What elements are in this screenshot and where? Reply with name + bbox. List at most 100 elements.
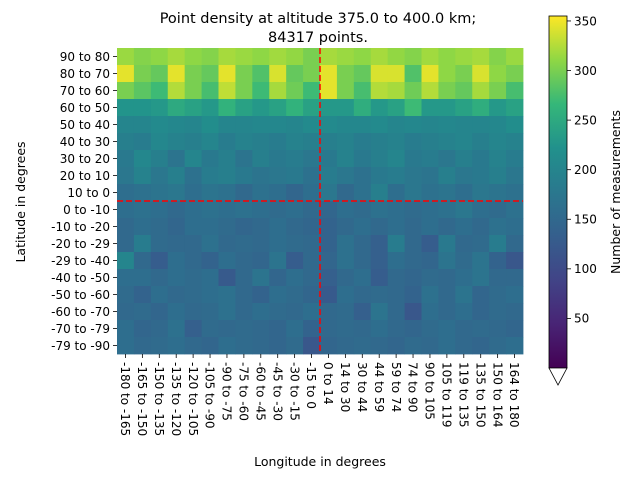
heatmap-cell <box>370 133 389 151</box>
heatmap-cell <box>489 235 507 253</box>
heatmap-cell <box>472 235 490 253</box>
heatmap-cell <box>421 99 439 117</box>
heatmap-cell <box>353 218 372 236</box>
heatmap-cell <box>218 48 236 66</box>
y-tick-label: 20 to 10 <box>60 169 110 183</box>
x-tick-label: -90 to -75 <box>220 362 234 421</box>
heatmap-cell <box>184 99 202 117</box>
heatmap-cell <box>387 184 405 202</box>
heatmap-cell <box>472 167 490 185</box>
heatmap-cell <box>336 252 355 270</box>
heatmap-cell <box>167 235 186 253</box>
heatmap-cell <box>167 303 186 321</box>
x-tick-label: 44 to 59 <box>372 362 386 412</box>
heatmap-cell <box>336 150 355 168</box>
heatmap-cell <box>353 116 372 134</box>
heatmap-cell <box>472 320 490 338</box>
heatmap-cell <box>404 167 422 185</box>
heatmap-cell <box>252 337 270 355</box>
heatmap-cell <box>387 133 405 151</box>
heatmap-cell <box>150 252 169 270</box>
heatmap-cell <box>387 150 405 168</box>
heatmap-cell <box>455 48 473 66</box>
heatmap-cell <box>489 65 507 83</box>
x-tick-label: -165 to -150 <box>135 362 149 436</box>
heatmap-cell <box>455 218 473 236</box>
heatmap-cell <box>506 218 524 236</box>
heatmap-cell <box>201 286 219 304</box>
heatmap-cell <box>117 82 135 100</box>
heatmap-cell <box>252 269 270 287</box>
heatmap-cell <box>353 269 372 287</box>
heatmap-cell <box>167 167 186 185</box>
heatmap-cell <box>320 201 338 219</box>
x-tick-label: -15 to 0 <box>304 362 318 409</box>
heatmap-cell <box>117 65 135 83</box>
heatmap-cell <box>303 184 321 202</box>
heatmap-cell <box>150 303 169 321</box>
heatmap-cell <box>184 218 202 236</box>
heatmap-cell <box>201 201 219 219</box>
heatmap-cell <box>336 286 355 304</box>
heatmap-cell <box>370 303 389 321</box>
heatmap-cell <box>438 303 456 321</box>
heatmap-cell <box>472 48 490 66</box>
reference-lines <box>117 48 523 354</box>
colorbar-tick-label: 200 <box>574 163 597 177</box>
heatmap-cell <box>201 235 219 253</box>
heatmap-cell <box>455 167 473 185</box>
heatmap-cell <box>303 99 321 117</box>
heatmap-cell <box>201 99 219 117</box>
heatmap-cell <box>472 269 490 287</box>
heatmap-cell <box>489 99 507 117</box>
x-tick-label: 150 to 164 <box>490 362 504 427</box>
heatmap-cell <box>167 252 186 270</box>
heatmap-cell <box>421 303 439 321</box>
heatmap-cell <box>387 82 405 100</box>
heatmap-cell <box>303 218 321 236</box>
heatmap-cell <box>286 133 304 151</box>
heatmap-cell <box>303 252 321 270</box>
heatmap-cell <box>235 133 253 151</box>
heatmap-cell <box>506 337 524 355</box>
heatmap-cell <box>472 184 490 202</box>
heatmap-cell <box>370 286 389 304</box>
heatmap-cell <box>455 252 473 270</box>
heatmap-cell <box>235 303 253 321</box>
heatmap-cell <box>438 82 456 100</box>
heatmap-cell <box>320 337 338 355</box>
heatmap-cell <box>117 133 135 151</box>
heatmap-cell <box>303 201 321 219</box>
heatmap-cell <box>320 218 338 236</box>
heatmap-cell <box>235 218 253 236</box>
heatmap-cell <box>404 116 422 134</box>
heatmap-cell <box>303 320 321 338</box>
heatmap-cell <box>404 65 422 83</box>
heatmap-cell <box>269 252 287 270</box>
heatmap-cell <box>133 269 152 287</box>
heatmap-cell <box>489 116 507 134</box>
heatmap-cell <box>320 133 338 151</box>
heatmap-cell <box>235 150 253 168</box>
y-tick-label: -60 to -70 <box>51 305 110 319</box>
heatmap-cell <box>303 150 321 168</box>
heatmap-cell <box>506 235 524 253</box>
heatmap-cell <box>320 99 338 117</box>
heatmap-cell <box>303 337 321 355</box>
heatmap-cell <box>455 201 473 219</box>
x-tick-label: -135 to -120 <box>169 362 183 436</box>
heatmap-cell <box>455 269 473 287</box>
x-tick-label: -75 to -60 <box>237 362 251 421</box>
heatmap-cell <box>370 337 389 355</box>
heatmap-cell <box>252 82 270 100</box>
heatmap-cell <box>133 150 152 168</box>
heatmap-cell <box>320 286 338 304</box>
heatmap-cell <box>404 48 422 66</box>
colorbar-gradient <box>548 15 568 369</box>
heatmap-cell <box>421 82 439 100</box>
heatmap-cell <box>506 116 524 134</box>
heatmap-cell <box>201 48 219 66</box>
heatmap-cell <box>303 65 321 83</box>
heatmap-cell <box>438 184 456 202</box>
